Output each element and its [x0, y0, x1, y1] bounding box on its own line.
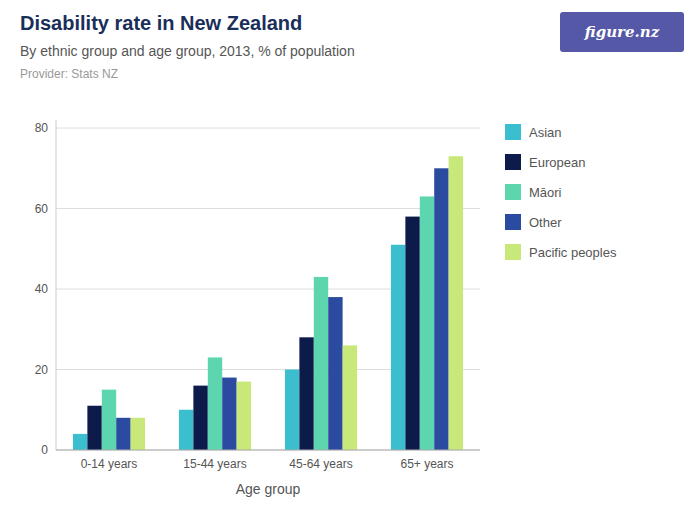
bar	[343, 345, 357, 450]
x-axis-line	[56, 450, 480, 451]
bar	[73, 434, 87, 450]
subtitle: By ethnic group and age group, 2013, % o…	[20, 43, 355, 59]
grid-line	[56, 128, 480, 129]
legend-label: Asian	[529, 125, 562, 140]
bar	[222, 378, 236, 450]
legend-swatch	[505, 214, 521, 230]
chart-container: Disability rate in New Zealand By ethnic …	[0, 0, 700, 525]
bar	[449, 156, 463, 450]
grid-line	[56, 208, 480, 209]
title: Disability rate in New Zealand	[20, 12, 302, 34]
bar	[131, 418, 145, 450]
x-tick-label: 15-44 years	[183, 457, 246, 471]
legend-swatch	[505, 124, 521, 140]
bar	[179, 410, 193, 450]
logo: figure.nz	[560, 12, 684, 52]
x-tick-label: 0-14 years	[81, 457, 138, 471]
legend-swatch	[505, 244, 521, 260]
legend-label: European	[529, 155, 585, 170]
legend-label: Māori	[529, 185, 562, 200]
bar	[405, 217, 419, 450]
annotation: figure.nz	[584, 23, 660, 41]
y-axis-line	[56, 120, 57, 450]
legend-label: Pacific peoples	[529, 245, 617, 260]
bar	[237, 382, 251, 450]
grid-line	[56, 450, 480, 451]
legend-label: Other	[529, 215, 562, 230]
y-tick-label: 60	[35, 202, 49, 216]
bar	[328, 297, 342, 450]
x-tick-label: 45-64 years	[289, 457, 352, 471]
legend: Asian European Māori Other Pacific peoples	[505, 124, 617, 260]
y-tick-label: 40	[35, 282, 49, 296]
bar	[420, 196, 434, 450]
bar	[116, 418, 130, 450]
bar	[102, 390, 116, 450]
x-tick-label: 65+ years	[400, 457, 453, 471]
chart: Disability rate in New Zealand By ethnic …	[0, 0, 700, 525]
grid	[56, 128, 480, 450]
source: Provider: Stats NZ	[20, 67, 118, 81]
bar	[391, 245, 405, 450]
legend-swatch	[505, 154, 521, 170]
bar	[299, 337, 313, 450]
y-tick-label: 80	[35, 121, 49, 135]
x-axis-label: Age group	[236, 481, 301, 497]
bar	[87, 406, 101, 450]
bar	[208, 357, 222, 450]
y-tick-label: 0	[41, 443, 48, 457]
bar	[314, 277, 328, 450]
bars	[73, 156, 463, 450]
bar	[434, 168, 448, 450]
bar	[285, 370, 299, 450]
bar	[193, 386, 207, 450]
logo-box	[560, 12, 684, 52]
y-tick-label: 20	[35, 363, 49, 377]
legend-swatch	[505, 184, 521, 200]
